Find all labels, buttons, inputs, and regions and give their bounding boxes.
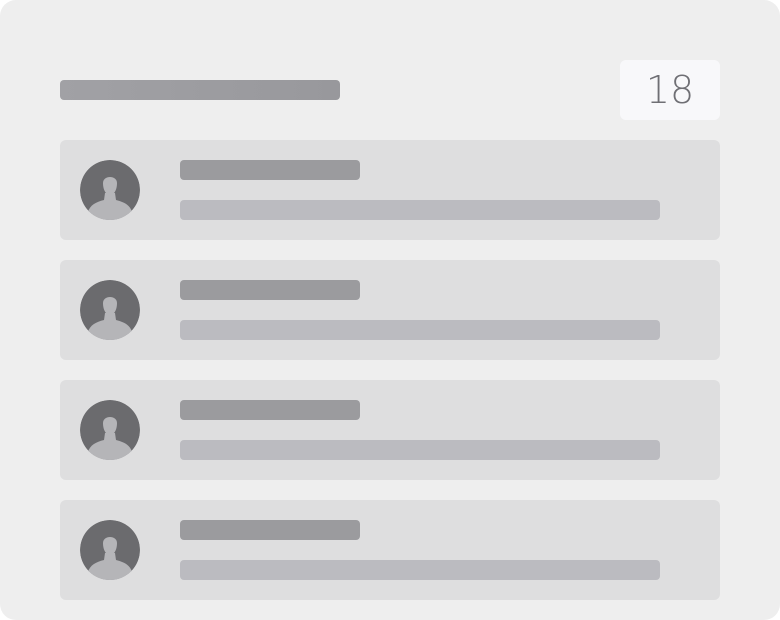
header-title-placeholder bbox=[60, 80, 340, 100]
avatar bbox=[80, 400, 140, 460]
list-item[interactable] bbox=[60, 260, 720, 360]
user-silhouette-icon bbox=[80, 520, 140, 580]
item-subtitle-placeholder bbox=[180, 320, 660, 340]
count-badge: 18 bbox=[620, 60, 720, 120]
list-item[interactable] bbox=[60, 140, 720, 240]
item-title-placeholder bbox=[180, 520, 360, 540]
item-title-placeholder bbox=[180, 160, 360, 180]
user-silhouette-icon bbox=[80, 280, 140, 340]
user-list bbox=[60, 140, 720, 620]
user-silhouette-icon bbox=[80, 160, 140, 220]
item-subtitle-placeholder bbox=[180, 440, 660, 460]
item-subtitle-placeholder bbox=[180, 560, 660, 580]
item-title-placeholder bbox=[180, 400, 360, 420]
list-item[interactable] bbox=[60, 380, 720, 480]
avatar bbox=[80, 280, 140, 340]
user-silhouette-icon bbox=[80, 400, 140, 460]
list-item[interactable] bbox=[60, 500, 720, 600]
item-title-placeholder bbox=[180, 280, 360, 300]
item-subtitle-placeholder bbox=[180, 200, 660, 220]
avatar bbox=[80, 160, 140, 220]
avatar bbox=[80, 520, 140, 580]
